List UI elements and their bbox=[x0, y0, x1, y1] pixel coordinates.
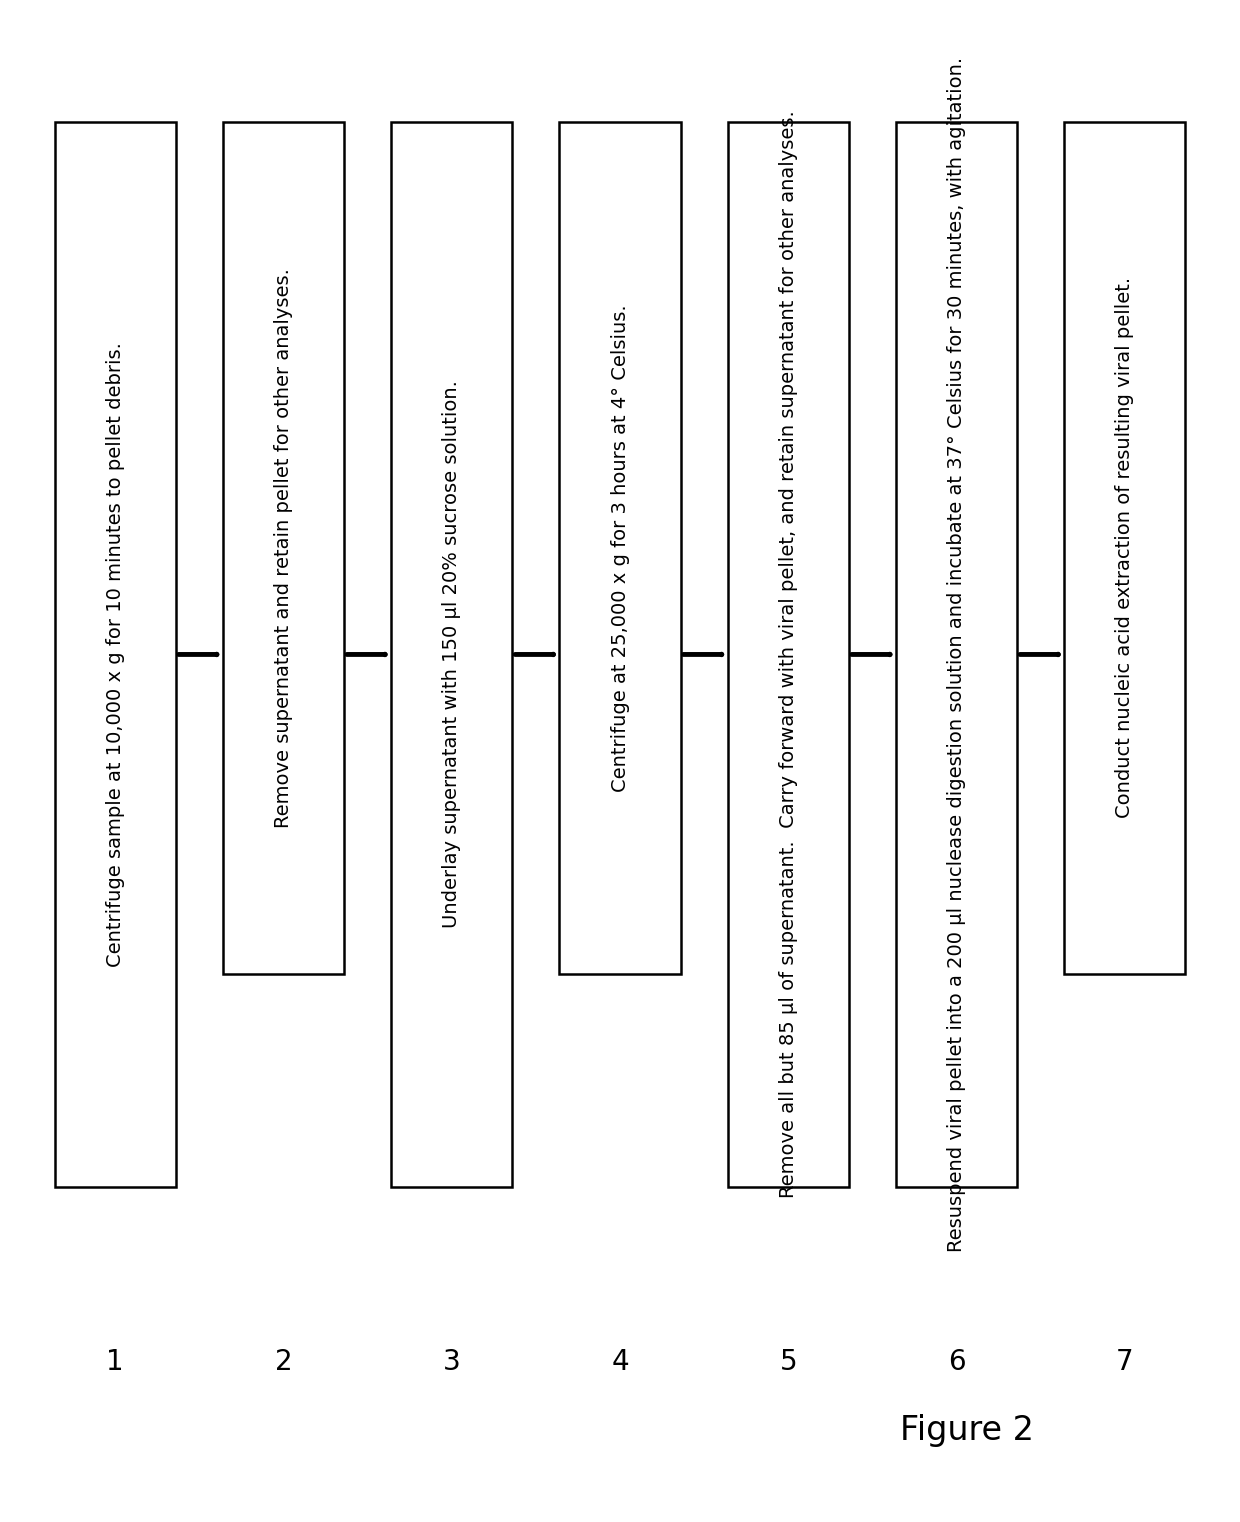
Bar bbox=[391, 122, 512, 1187]
Text: 3: 3 bbox=[443, 1348, 460, 1376]
Text: 6: 6 bbox=[947, 1348, 966, 1376]
Text: Conduct nucleic acid extraction of resulting viral pellet.: Conduct nucleic acid extraction of resul… bbox=[1115, 277, 1135, 819]
Text: 7: 7 bbox=[1116, 1348, 1133, 1376]
Text: Remove supernatant and retain pellet for other analyses.: Remove supernatant and retain pellet for… bbox=[274, 268, 293, 828]
Text: Underlay supernatant with 150 µl 20% sucrose solution.: Underlay supernatant with 150 µl 20% suc… bbox=[443, 380, 461, 928]
Text: Remove all but 85 µl of supernatant.  Carry forward with viral pellet, and retai: Remove all but 85 µl of supernatant. Car… bbox=[779, 111, 797, 1198]
Text: Resuspend viral pellet into a 200 µl nuclease digestion solution and incubate at: Resuspend viral pellet into a 200 µl nuc… bbox=[947, 56, 966, 1253]
Text: Centrifuge at 25,000 x g for 3 hours at 4° Celsius.: Centrifuge at 25,000 x g for 3 hours at … bbox=[610, 304, 630, 791]
Bar bbox=[223, 122, 343, 974]
Bar bbox=[55, 122, 176, 1187]
Text: Centrifuge sample at 10,000 x g for 10 minutes to pellet debris.: Centrifuge sample at 10,000 x g for 10 m… bbox=[105, 342, 125, 966]
Text: 2: 2 bbox=[274, 1348, 293, 1376]
Bar bbox=[728, 122, 849, 1187]
Text: Figure 2: Figure 2 bbox=[900, 1414, 1034, 1447]
Bar bbox=[1064, 122, 1185, 974]
Text: 1: 1 bbox=[107, 1348, 124, 1376]
Text: 4: 4 bbox=[611, 1348, 629, 1376]
Bar bbox=[897, 122, 1017, 1187]
Bar bbox=[559, 122, 681, 974]
Text: 5: 5 bbox=[780, 1348, 797, 1376]
